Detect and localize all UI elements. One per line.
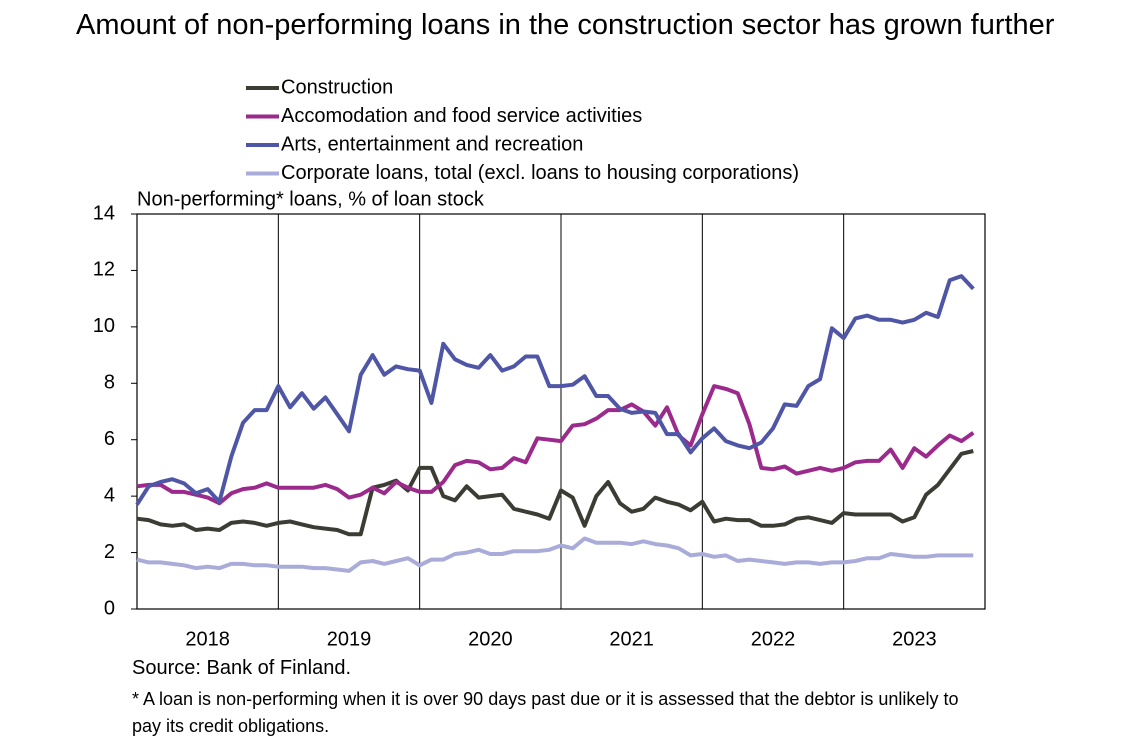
y-tick-label: 2	[104, 541, 115, 563]
y-tick-label: 6	[104, 428, 115, 450]
y-tick-label: 14	[93, 202, 115, 224]
x-tick-label: 2020	[468, 628, 513, 650]
chart-title: Amount of non-performing loans in the co…	[76, 9, 1055, 41]
y-tick-label: 12	[93, 259, 115, 281]
series-line	[136, 384, 975, 506]
series-line	[136, 536, 974, 573]
y-tick-label: 4	[104, 484, 115, 506]
y-axis-label: Non-performing* loans, % of loan stock	[137, 188, 485, 210]
x-tick-label: 2022	[751, 628, 796, 650]
source: Source: Bank of Finland.	[132, 657, 352, 679]
y-tick-label: 0	[104, 597, 115, 619]
footnote: * A loan is non-performing when it is ov…	[132, 689, 959, 736]
plot-frame	[136, 213, 986, 610]
legend-label: Construction	[281, 76, 393, 98]
x-tick-label: 2021	[609, 628, 654, 650]
series-line	[136, 449, 974, 537]
series-line	[135, 274, 975, 506]
x-tick-label: 2019	[327, 628, 372, 650]
y-tick-label: 10	[93, 315, 115, 337]
y-tick-label: 8	[104, 372, 115, 394]
x-tick-label: 2018	[185, 628, 230, 650]
x-tick-label: 2023	[892, 628, 937, 650]
legend-label: Arts, entertainment and recreation	[281, 133, 583, 155]
legend-label: Accomodation and food service activities	[281, 105, 642, 127]
legend-label: Corporate loans, total (excl. loans to h…	[281, 162, 799, 184]
